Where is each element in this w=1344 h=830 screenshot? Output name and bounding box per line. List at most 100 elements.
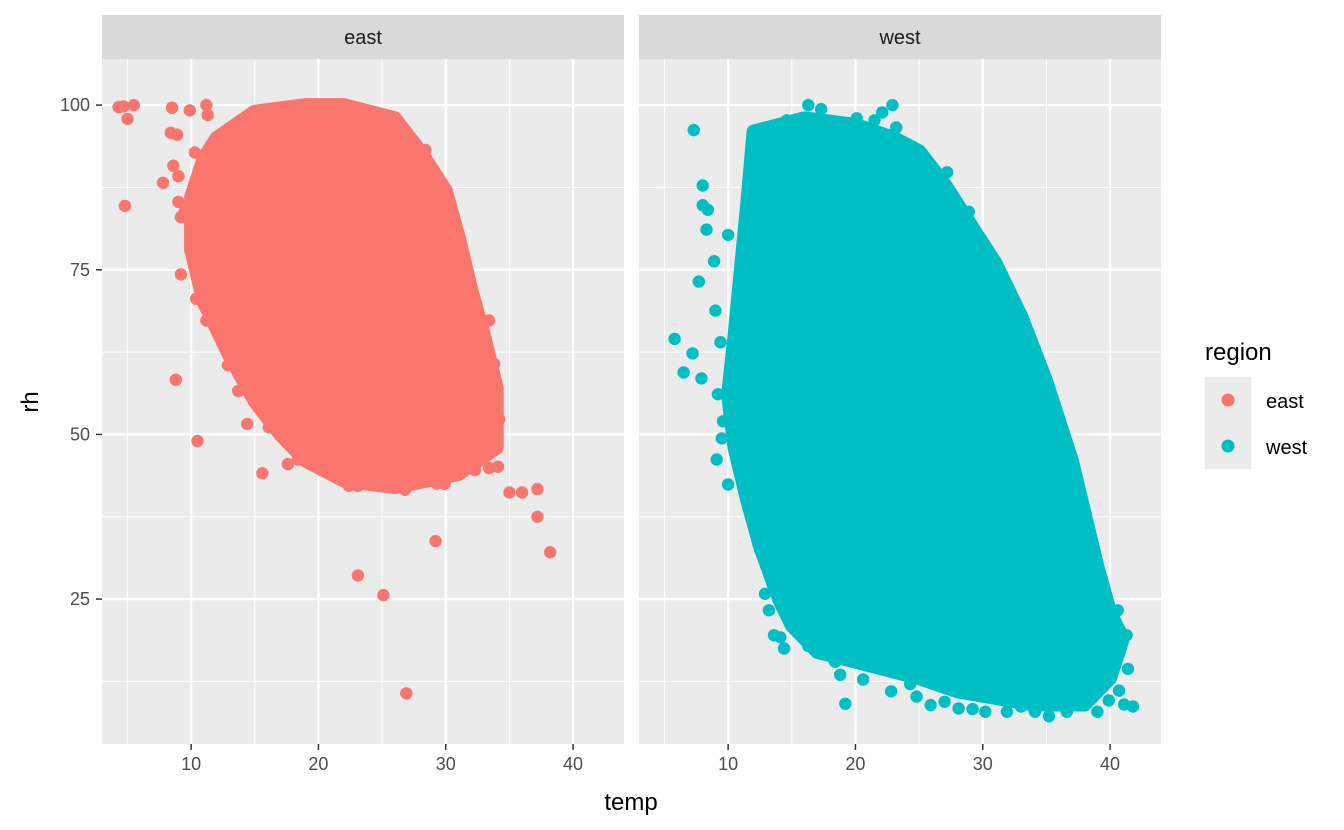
point-west xyxy=(1072,698,1085,712)
point-west xyxy=(904,677,917,691)
point-west xyxy=(710,453,723,466)
point-east xyxy=(127,98,140,112)
point-east xyxy=(503,486,516,499)
point-west xyxy=(1007,320,1020,333)
point-west xyxy=(1042,710,1056,723)
point-east xyxy=(531,510,544,523)
point-east xyxy=(482,314,496,327)
point-east xyxy=(291,453,305,466)
legend-swatch-east xyxy=(1221,393,1235,407)
y-axis: 25 50 75 100 xyxy=(60,95,102,609)
point-west xyxy=(721,228,735,242)
point-east xyxy=(183,104,196,117)
x-tick-label: 20 xyxy=(845,754,865,774)
point-east xyxy=(398,483,412,496)
points-west xyxy=(668,98,1140,723)
legend: region east west xyxy=(1205,339,1308,469)
point-west xyxy=(938,695,951,708)
dense-cloud-east xyxy=(184,98,504,495)
point-east xyxy=(169,373,182,386)
point-east xyxy=(377,588,390,602)
x-tick-label: 30 xyxy=(973,754,993,774)
point-east xyxy=(118,199,132,213)
y-tick-label: 75 xyxy=(70,260,90,280)
point-west xyxy=(715,432,728,445)
point-east xyxy=(479,376,492,389)
point-west xyxy=(886,98,899,112)
point-west xyxy=(1060,705,1074,718)
point-east xyxy=(440,216,454,230)
point-east xyxy=(200,98,213,112)
point-east xyxy=(188,146,202,159)
x-tick-label: 20 xyxy=(308,754,328,774)
point-east xyxy=(493,413,506,426)
point-east xyxy=(215,328,228,341)
point-east xyxy=(190,292,203,305)
point-west xyxy=(979,705,992,718)
point-east xyxy=(330,470,343,483)
point-east xyxy=(224,303,237,317)
point-west xyxy=(1091,705,1104,718)
x-tick-label: 40 xyxy=(1100,754,1120,774)
point-west xyxy=(701,203,714,216)
point-east xyxy=(351,479,365,492)
point-east xyxy=(190,228,203,242)
point-east xyxy=(452,440,465,453)
point-west xyxy=(962,205,975,218)
strip-background-east xyxy=(102,15,624,59)
point-east xyxy=(491,460,505,473)
point-east xyxy=(156,176,170,189)
point-east xyxy=(419,143,432,157)
point-east xyxy=(281,457,295,471)
facet-panel-east: east xyxy=(102,15,624,744)
point-west xyxy=(714,336,727,349)
point-east xyxy=(170,128,184,141)
point-west xyxy=(762,604,776,617)
point-west xyxy=(1097,596,1110,609)
point-east xyxy=(188,249,202,262)
point-east xyxy=(186,188,199,201)
strip-label-west: west xyxy=(878,27,921,49)
y-tick-label: 100 xyxy=(60,95,90,115)
point-west xyxy=(1112,684,1126,697)
point-west xyxy=(709,304,722,317)
point-east xyxy=(342,479,356,492)
point-west xyxy=(758,587,772,600)
strip-background-west xyxy=(639,15,1161,59)
point-east xyxy=(351,569,365,582)
legend-label-west: west xyxy=(1265,437,1308,459)
x-axis: 10 20 30 40 10 20 30 40 xyxy=(181,744,1120,774)
point-east xyxy=(232,384,245,398)
x-tick-label: 10 xyxy=(181,754,201,774)
point-west xyxy=(785,620,798,633)
point-cloud-east xyxy=(184,98,504,495)
point-east xyxy=(240,417,254,431)
point-east xyxy=(440,459,454,472)
point-east xyxy=(191,434,204,448)
point-west xyxy=(753,543,767,556)
x-tick-label: 10 xyxy=(718,754,738,774)
point-east xyxy=(438,477,451,490)
point-west xyxy=(707,255,721,268)
point-east xyxy=(405,135,418,149)
legend-title: region xyxy=(1205,339,1272,366)
x-tick-label: 30 xyxy=(436,754,456,774)
point-west xyxy=(952,702,965,715)
point-east xyxy=(121,112,134,126)
point-west xyxy=(711,388,725,401)
point-east xyxy=(544,546,557,559)
point-east xyxy=(364,478,377,492)
point-west xyxy=(1000,705,1014,718)
x-axis-title: temp xyxy=(604,789,657,816)
point-west xyxy=(1102,694,1116,707)
point-west xyxy=(924,698,937,712)
point-east xyxy=(487,357,501,371)
point-east xyxy=(429,534,442,548)
point-west xyxy=(876,106,889,119)
point-west xyxy=(1028,705,1042,718)
strip-label-east: east xyxy=(344,27,382,49)
point-east xyxy=(256,467,269,480)
y-tick-label: 25 xyxy=(70,589,90,609)
y-axis-title: rh xyxy=(17,391,44,412)
